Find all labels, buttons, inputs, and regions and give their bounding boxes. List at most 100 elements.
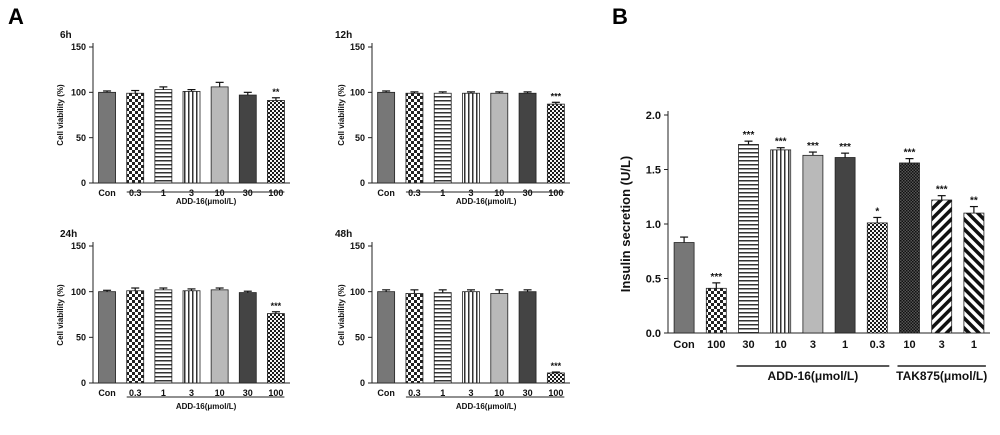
y-axis-label: Cell viability (%) (56, 284, 65, 346)
bar-10 (490, 92, 509, 184)
y-axis-label: Cell viability (%) (337, 84, 346, 146)
bar-30 (738, 144, 759, 334)
group-label: ADD-16(μmol/L) (456, 402, 517, 411)
x-tick-label: 30 (523, 388, 533, 398)
bar-0.3 (126, 92, 145, 184)
y-tick-label: 100 (71, 87, 86, 97)
bar-3 (931, 199, 953, 334)
bar-0.3 (405, 293, 424, 384)
x-tick-label: 0.3 (129, 188, 142, 198)
bar-100 (546, 372, 565, 384)
bar-3 (802, 154, 824, 334)
x-tick-label: 100 (268, 388, 283, 398)
bar-100 (267, 100, 285, 184)
y-tick-label: 100 (350, 287, 365, 297)
x-tick-label: 100 (548, 388, 563, 398)
x-tick-label: Con (98, 188, 116, 198)
y-axis-label: Insulin secretion (U/L) (618, 156, 633, 293)
group-label: ADD-16(μmol/L) (768, 369, 859, 383)
significance-label: *** (551, 361, 562, 371)
bar-3 (182, 91, 201, 184)
x-tick-label: 10 (903, 339, 915, 351)
bar-3 (462, 291, 480, 384)
x-tick-label: 100 (548, 188, 563, 198)
significance-label: * (875, 206, 879, 217)
x-tick-label: Con (673, 339, 695, 351)
x-tick-label: 3 (810, 339, 816, 351)
x-tick-label: 10 (215, 188, 225, 198)
x-tick-label: 3 (939, 339, 945, 351)
bar-30 (238, 292, 257, 384)
chart-title: 12h (335, 30, 352, 41)
panel-b-letter: B (612, 4, 628, 29)
y-tick-label: 50 (355, 133, 365, 143)
y-tick-label: 150 (350, 42, 365, 52)
bar-1 (154, 89, 173, 184)
x-tick-label: 10 (215, 388, 225, 398)
bar-100 (705, 287, 727, 334)
x-tick-label: 1 (161, 388, 166, 398)
y-tick-label: 150 (71, 241, 86, 251)
x-tick-label: 3 (189, 188, 194, 198)
significance-label: *** (271, 301, 282, 311)
chart-title: 6h (60, 30, 72, 41)
bar-30 (238, 94, 257, 184)
significance-label: ** (272, 87, 280, 97)
y-tick-label: 1.5 (646, 164, 661, 176)
y-tick-label: 150 (350, 241, 365, 251)
significance-label: *** (839, 142, 851, 153)
y-tick-label: 0.5 (646, 273, 661, 285)
y-tick-label: 50 (76, 332, 86, 342)
bar-30 (518, 291, 537, 384)
panel-a-letter: A (8, 4, 24, 29)
group-label: TAK875(μmol/L) (896, 369, 987, 383)
x-tick-label: 1 (971, 339, 977, 351)
y-axis-label: Cell viability (%) (337, 284, 346, 346)
y-tick-label: 1.0 (646, 219, 661, 231)
x-tick-label: 3 (468, 188, 473, 198)
x-tick-label: 100 (268, 188, 283, 198)
significance-label: *** (743, 130, 755, 141)
x-tick-label: 30 (243, 188, 253, 198)
bar-Con (377, 91, 396, 184)
bar-10 (210, 86, 229, 184)
y-tick-label: 0 (360, 178, 365, 188)
bar-30 (518, 92, 537, 184)
bar-10 (770, 149, 792, 334)
y-tick-label: 0 (360, 378, 365, 388)
bar-0.3 (866, 222, 888, 334)
bar-Con (98, 91, 116, 184)
chart-title: 24h (60, 229, 77, 240)
significance-label: *** (710, 272, 722, 283)
group-label: ADD-16(μmol/L) (176, 402, 237, 411)
bar-1 (834, 157, 856, 334)
y-tick-label: 0 (81, 378, 86, 388)
bar-1 (963, 212, 985, 334)
bar-100 (546, 103, 565, 184)
bar-10 (899, 162, 920, 334)
significance-label: *** (551, 91, 562, 101)
x-tick-label: 30 (243, 388, 253, 398)
x-tick-label: 1 (161, 188, 166, 198)
bar-0.3 (126, 290, 145, 384)
x-tick-label: 3 (189, 388, 194, 398)
y-tick-label: 150 (71, 42, 86, 52)
bar-3 (182, 290, 201, 384)
bar-Con (377, 291, 396, 384)
y-tick-label: 0 (81, 178, 86, 188)
bar-10 (210, 289, 229, 384)
x-tick-label: 1 (440, 188, 445, 198)
bar-1 (433, 92, 452, 184)
significance-label: *** (936, 185, 948, 196)
x-tick-label: 0.3 (408, 188, 421, 198)
x-tick-label: 100 (707, 339, 725, 351)
bar-3 (462, 92, 480, 184)
x-tick-label: 3 (468, 388, 473, 398)
x-tick-label: 10 (775, 339, 787, 351)
bar-1 (433, 292, 452, 384)
x-tick-label: 30 (742, 339, 754, 351)
y-tick-label: 2.0 (646, 110, 661, 122)
x-tick-label: 0.3 (870, 339, 885, 351)
